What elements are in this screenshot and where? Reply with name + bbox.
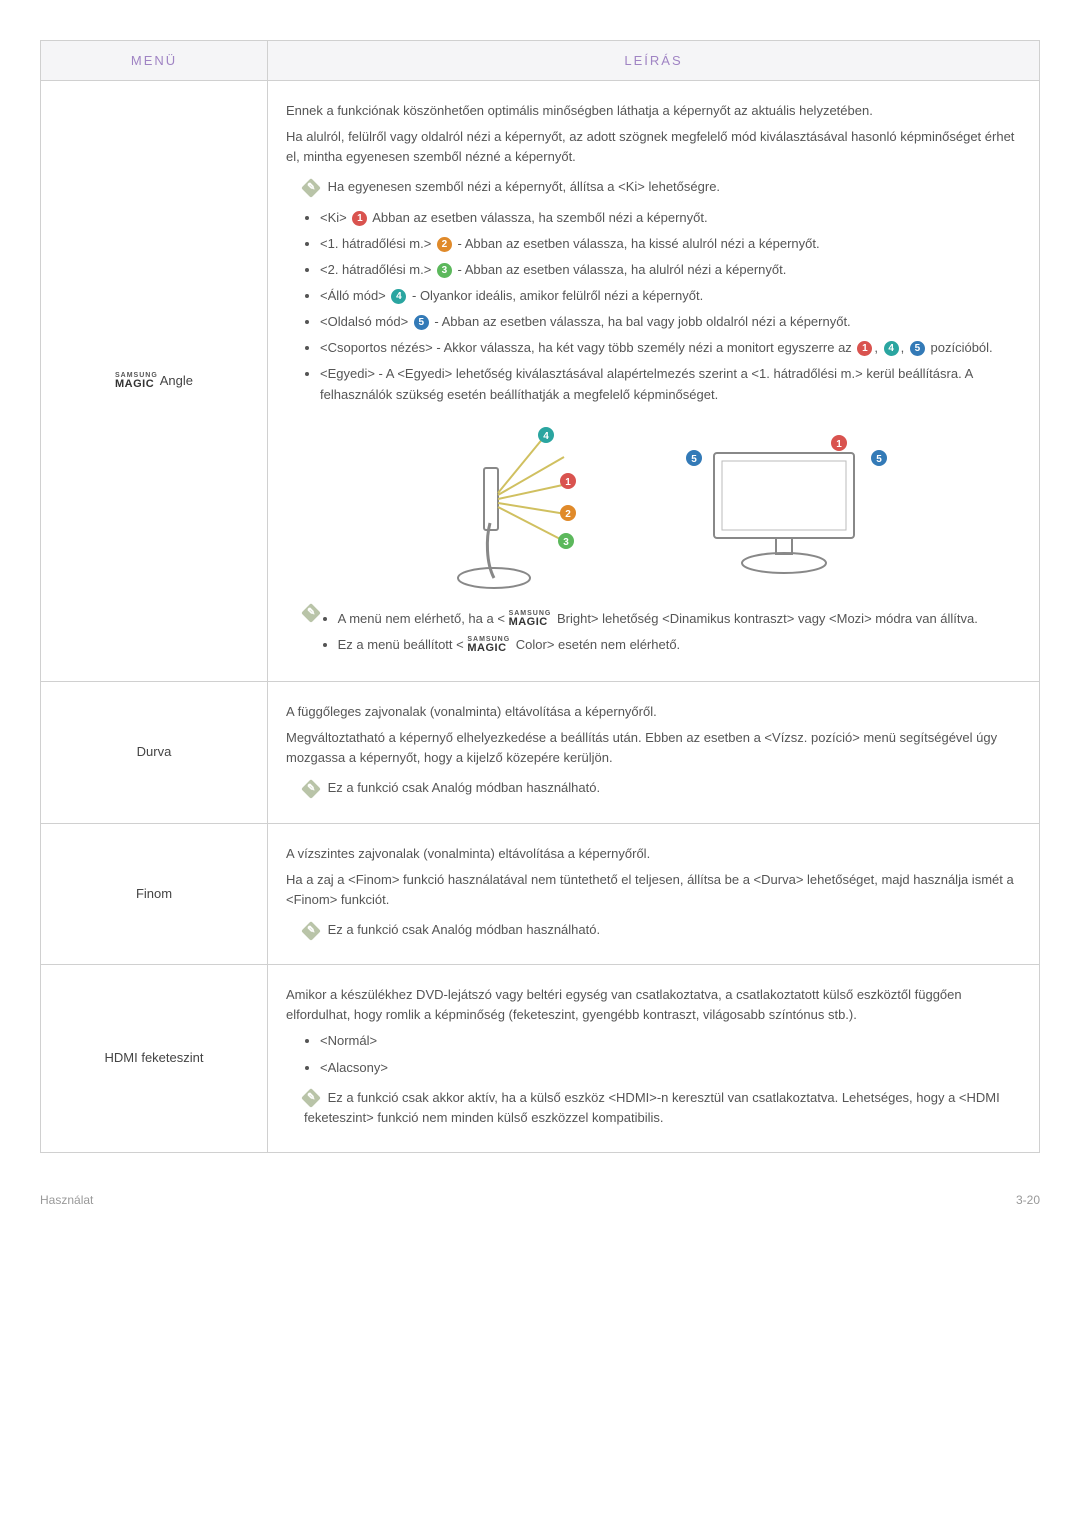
footer-right: 3-20 bbox=[1016, 1193, 1040, 1207]
header-menu: MENÜ bbox=[41, 41, 268, 81]
finom-note-text: Ez a funkció csak Analóg módban használh… bbox=[328, 922, 600, 937]
angle-list: <Ki> 1 Abban az esetben válassza, ha sze… bbox=[320, 208, 1021, 405]
note-icon: ✎ bbox=[301, 603, 321, 623]
hdmi-menu: HDMI feketeszint bbox=[41, 965, 268, 1153]
page: MENÜ LEÍRÁS SAMSUNG MAGIC Angle Ennek a … bbox=[0, 40, 1080, 1247]
header-desc: LEÍRÁS bbox=[268, 41, 1040, 81]
hdmi-list: <Normál> <Alacsony> bbox=[320, 1031, 1021, 1077]
finom-note: ✎ Ez a funkció csak Analóg módban haszná… bbox=[304, 920, 1021, 940]
badge-4: 4 bbox=[391, 289, 406, 304]
durva-p1: A függőleges zajvonalak (vonalminta) elt… bbox=[286, 702, 1021, 722]
note-icon: ✎ bbox=[301, 779, 321, 799]
menu-table: MENÜ LEÍRÁS SAMSUNG MAGIC Angle Ennek a … bbox=[40, 40, 1040, 1153]
durva-note: ✎ Ez a funkció csak Analóg módban haszná… bbox=[304, 778, 1021, 798]
angle-li-oldal: <Oldalsó mód> 5 - Abban az esetben válas… bbox=[320, 312, 1021, 332]
samsung-magic-logo: SAMSUNGMAGIC bbox=[467, 636, 510, 654]
hdmi-li1: <Normál> bbox=[320, 1031, 1021, 1051]
angle-li-ki: <Ki> 1 Abban az esetben válassza, ha sze… bbox=[320, 208, 1021, 228]
angle-menu-cell: SAMSUNG MAGIC Angle bbox=[41, 81, 268, 682]
hdmi-li2: <Alacsony> bbox=[320, 1058, 1021, 1078]
angle-note1-text: Ha egyenesen szemből nézi a képernyőt, á… bbox=[328, 179, 720, 194]
row-hdmi: HDMI feketeszint Amikor a készülékhez DV… bbox=[41, 965, 1040, 1153]
hdmi-desc: Amikor a készülékhez DVD-lejátszó vagy b… bbox=[268, 965, 1040, 1153]
angle-li-h2: <2. hátradőlési m.> 3 - Abban az esetben… bbox=[320, 260, 1021, 280]
angle-diagram: 4 1 2 3 bbox=[286, 423, 1021, 593]
samsung-magic-logo: SAMSUNG MAGIC bbox=[115, 372, 158, 390]
hdmi-note: ✎ Ez a funkció csak akkor aktív, ha a kü… bbox=[304, 1088, 1021, 1128]
finom-p2: Ha a zaj a <Finom> funkció használatával… bbox=[286, 870, 1021, 910]
angle-li-allo: <Álló mód> 4 - Olyankor ideális, amikor … bbox=[320, 286, 1021, 306]
durva-menu: Durva bbox=[41, 681, 268, 823]
durva-note-text: Ez a funkció csak Analóg módban használh… bbox=[328, 780, 600, 795]
finom-menu: Finom bbox=[41, 823, 268, 965]
svg-text:2: 2 bbox=[565, 509, 571, 520]
hdmi-p1: Amikor a készülékhez DVD-lejátszó vagy b… bbox=[286, 985, 1021, 1025]
angle-desc-cell: Ennek a funkciónak köszönhetően optimáli… bbox=[268, 81, 1040, 682]
angle-li-egyedi: <Egyedi> - A <Egyedi> lehetőség kiválasz… bbox=[320, 364, 1021, 404]
badge-3: 3 bbox=[437, 263, 452, 278]
angle-li-csoport: <Csoportos nézés> - Akkor válassza, ha k… bbox=[320, 338, 1021, 358]
durva-desc: A függőleges zajvonalak (vonalminta) elt… bbox=[268, 681, 1040, 823]
angle-menu-suffix: Angle bbox=[160, 373, 193, 388]
angle-note1: ✎ Ha egyenesen szemből nézi a képernyőt,… bbox=[304, 177, 1021, 197]
angle-note2: ✎ A menü nem elérhető, ha a < SAMSUNGMAG… bbox=[304, 603, 1021, 667]
row-durva: Durva A függőleges zajvonalak (vonalmint… bbox=[41, 681, 1040, 823]
footer-left: Használat bbox=[40, 1193, 93, 1207]
angle-li-h1: <1. hátradőlési m.> 2 - Abban az esetben… bbox=[320, 234, 1021, 254]
svg-text:3: 3 bbox=[563, 537, 569, 548]
note-icon: ✎ bbox=[301, 1088, 321, 1108]
svg-text:1: 1 bbox=[836, 439, 842, 450]
row-angle: SAMSUNG MAGIC Angle Ennek a funkciónak k… bbox=[41, 81, 1040, 682]
badge-4b: 4 bbox=[884, 341, 899, 356]
svg-text:5: 5 bbox=[876, 454, 882, 465]
angle-p1: Ennek a funkciónak köszönhetően optimáli… bbox=[286, 101, 1021, 121]
svg-text:5: 5 bbox=[691, 454, 697, 465]
finom-p1: A vízszintes zajvonalak (vonalminta) elt… bbox=[286, 844, 1021, 864]
diagram-side: 4 1 2 3 bbox=[394, 423, 594, 593]
angle-note2-li1: A menü nem elérhető, ha a < SAMSUNGMAGIC… bbox=[338, 609, 978, 629]
samsung-magic-logo: SAMSUNGMAGIC bbox=[509, 610, 552, 628]
angle-note2-li2: Ez a menü beállított < SAMSUNGMAGIC Colo… bbox=[338, 635, 978, 655]
badge-5: 5 bbox=[414, 315, 429, 330]
badge-1b: 1 bbox=[857, 341, 872, 356]
badge-1: 1 bbox=[352, 211, 367, 226]
hdmi-note-text: Ez a funkció csak akkor aktív, ha a küls… bbox=[304, 1090, 1000, 1125]
svg-text:4: 4 bbox=[543, 431, 549, 442]
page-footer: Használat 3-20 bbox=[40, 1193, 1040, 1207]
durva-p2: Megváltoztatható a képernyő elhelyezkedé… bbox=[286, 728, 1021, 768]
diagram-front: 5 1 5 bbox=[654, 423, 914, 593]
badge-5b: 5 bbox=[910, 341, 925, 356]
note-icon: ✎ bbox=[301, 921, 321, 941]
badge-2: 2 bbox=[437, 237, 452, 252]
row-finom: Finom A vízszintes zajvonalak (vonalmint… bbox=[41, 823, 1040, 965]
svg-text:1: 1 bbox=[565, 477, 571, 488]
note-icon: ✎ bbox=[301, 178, 321, 198]
angle-p2: Ha alulról, felülről vagy oldalról nézi … bbox=[286, 127, 1021, 167]
finom-desc: A vízszintes zajvonalak (vonalminta) elt… bbox=[268, 823, 1040, 965]
